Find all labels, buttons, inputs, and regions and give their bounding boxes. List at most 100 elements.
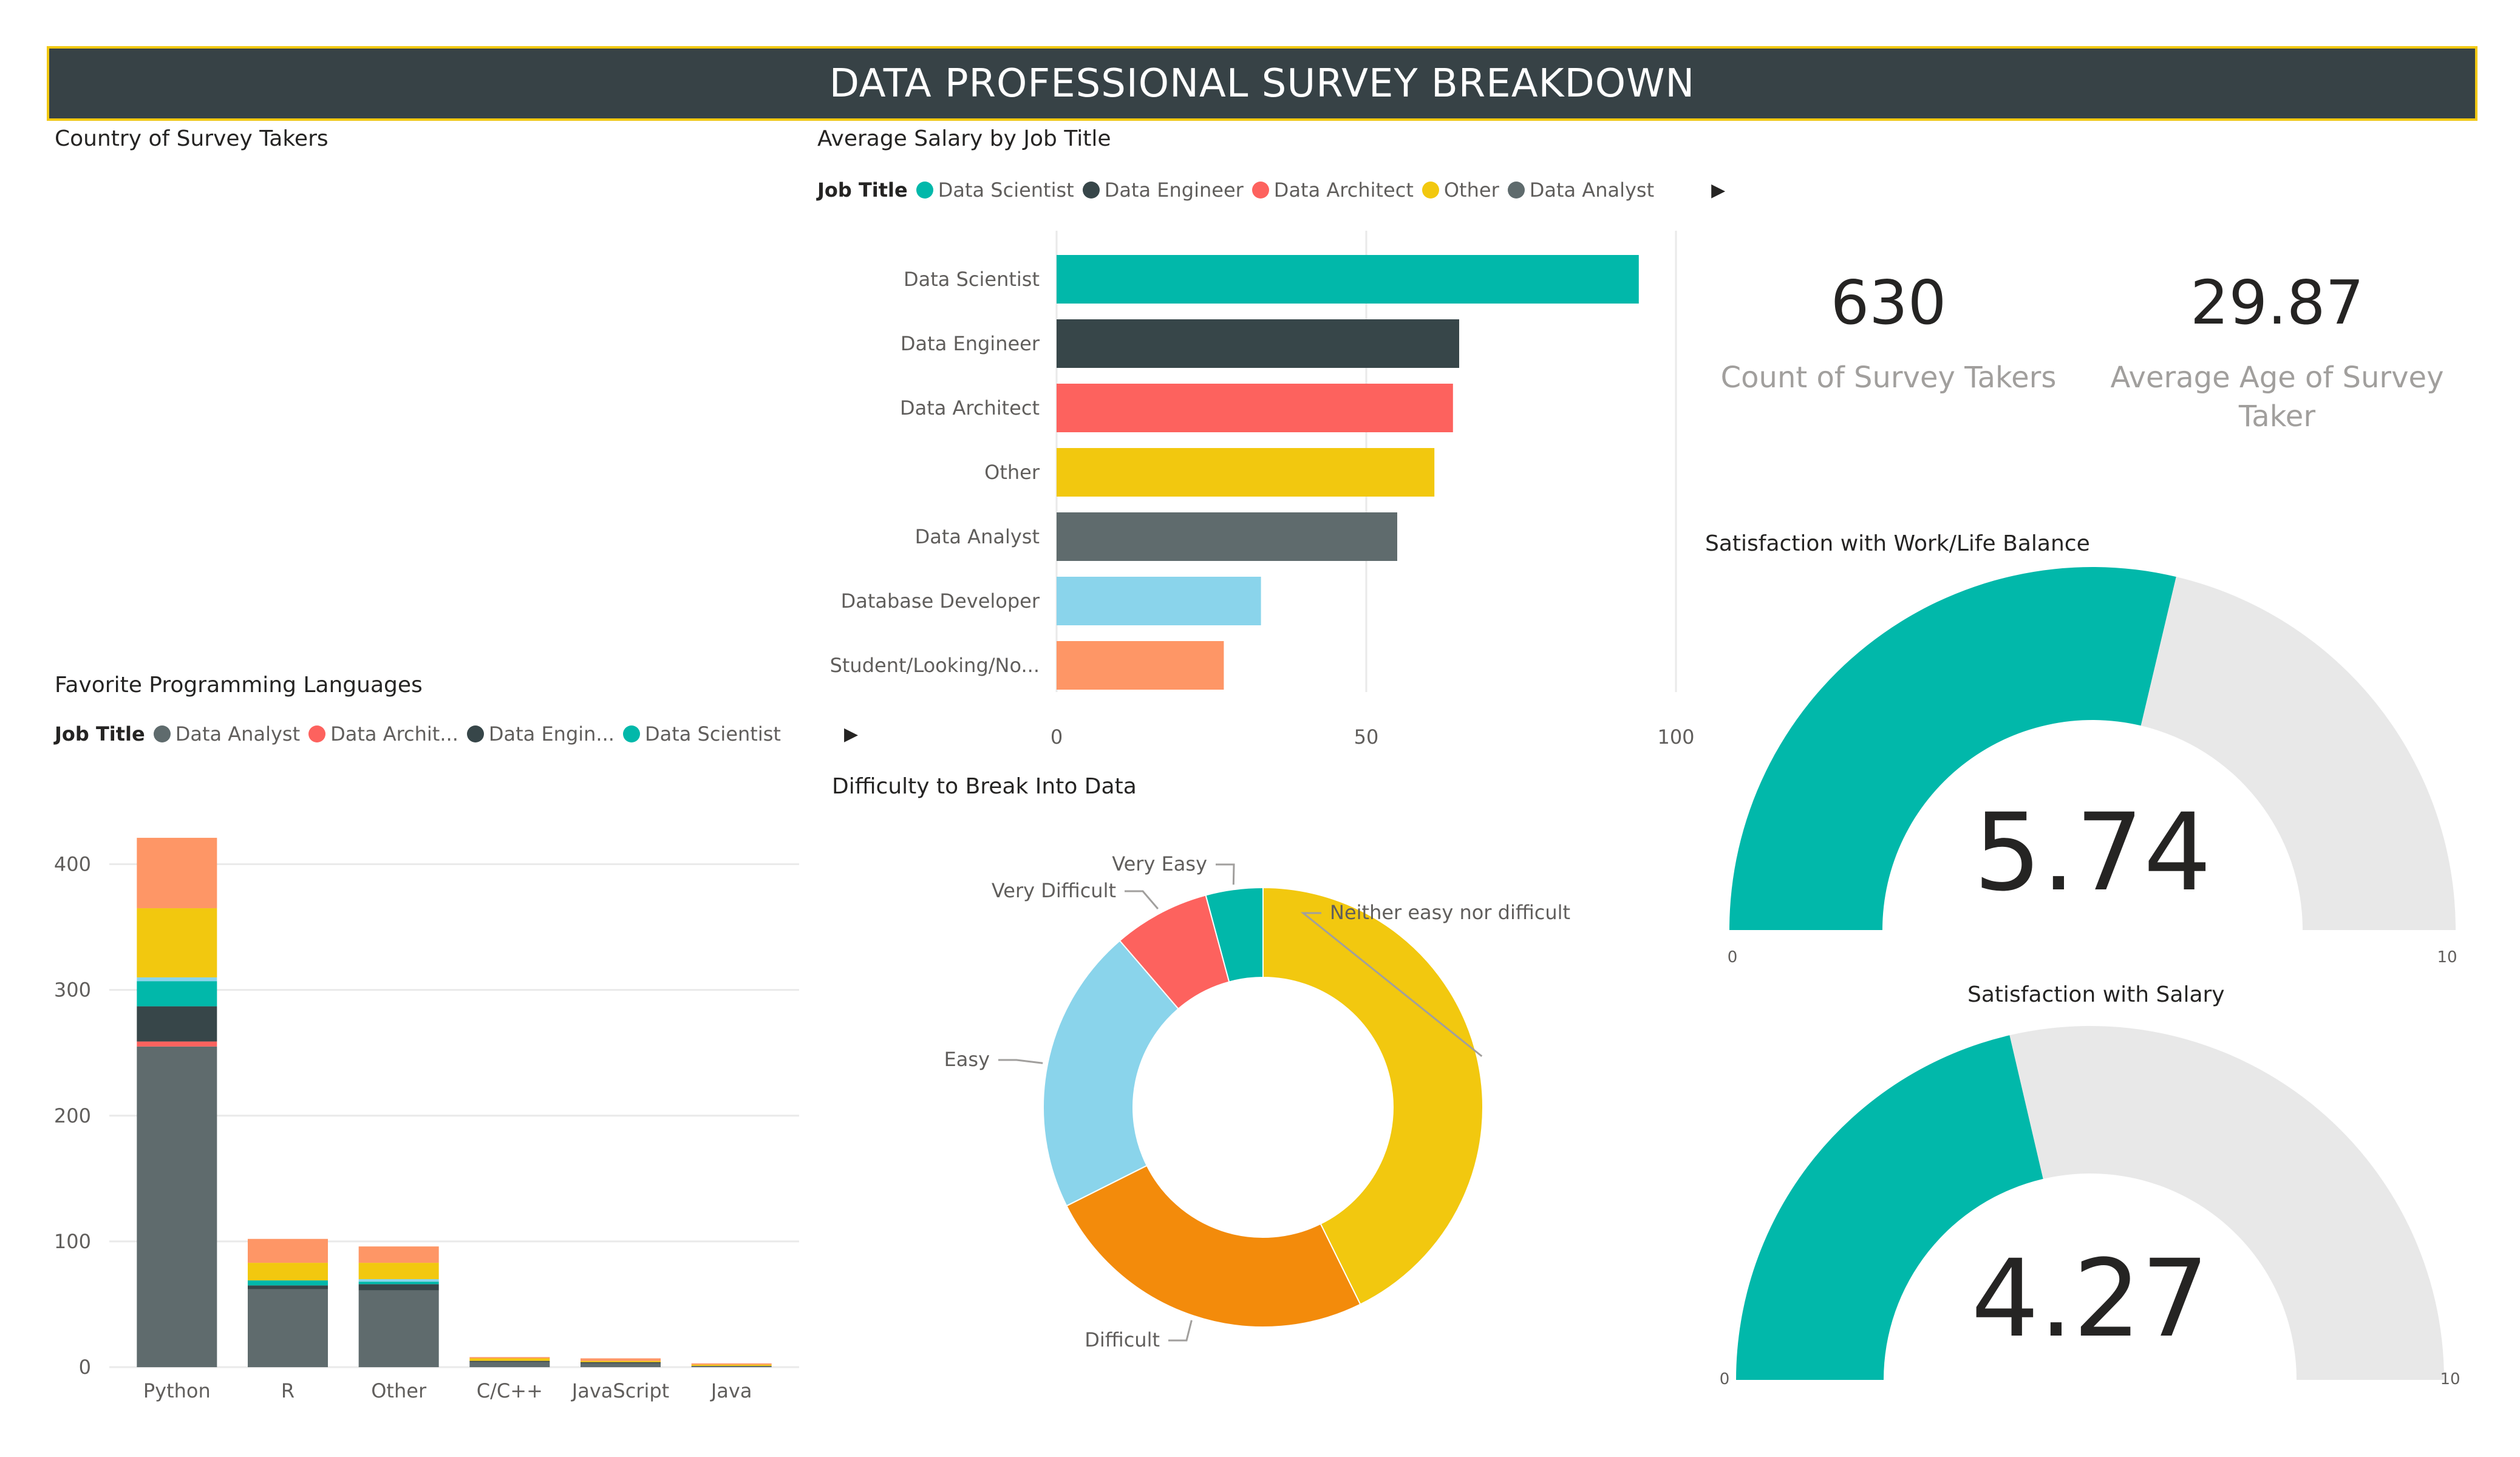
salary-category-label: Database Developer	[841, 589, 1040, 613]
lang-legend-item[interactable]: Data Scientist	[622, 722, 781, 745]
count-card-label: Count of Survey Takers	[1720, 361, 2057, 395]
salary-x-tick-label: 100	[1657, 725, 1694, 749]
lang-bar-segment	[358, 1263, 439, 1280]
gauge-remaining-arc	[2009, 1026, 2444, 1380]
treemap-label-other: Other	[363, 172, 425, 197]
salary-legend-item[interactable]: Other	[1422, 178, 1499, 202]
salary-satisfaction-gauge: 4.27 0 10	[1720, 1026, 2460, 1388]
salary-category-label: Data Scientist	[904, 268, 1040, 291]
gauge-value-arc	[1736, 1035, 2043, 1380]
salary-bar	[1057, 384, 1453, 432]
salary-legend-item[interactable]: Data Analyst	[1507, 178, 1655, 202]
treemap-label-india: India	[65, 421, 119, 446]
lang-bar-segment	[137, 1006, 217, 1042]
lang-chart-title: Favorite Programming Languages	[55, 673, 423, 698]
difficulty-donut-chart: Neither easy nor difficult Difficult Easy V…	[944, 852, 1571, 1351]
salary-legend-label: Data Engineer	[1104, 178, 1244, 202]
lang-bar-segment	[691, 1364, 772, 1366]
donut-leader-line	[1300, 912, 1483, 1058]
treemap-cell-india[interactable]: India	[55, 412, 352, 661]
lang-legend-item[interactable]: Data Engin...	[466, 722, 615, 745]
gauge-value-arc	[1729, 567, 2176, 930]
count-card-value: 630	[1830, 267, 1947, 338]
donut-slice	[1066, 1164, 1361, 1328]
worklife-gauge-title: Satisfaction with Work/Life Balance	[1705, 531, 2090, 556]
salary-bar	[1057, 641, 1224, 690]
salary-gauge-title: Satisfaction with Salary	[1967, 982, 2225, 1007]
gauge-value-label: 4.27	[1971, 1237, 2209, 1361]
treemap-label-united-states: United States	[363, 503, 511, 528]
donut-label: Neither easy nor difficult	[1330, 901, 1570, 924]
worklife-gauge: 5.74 0 10	[1728, 567, 2457, 966]
donut-leader-line	[1125, 890, 1159, 909]
salary-x-tick-label: 50	[1354, 725, 1379, 749]
gauge-remaining-arc	[2140, 577, 2456, 930]
lang-bar-segment	[358, 1290, 439, 1367]
lang-bar-segment	[137, 1046, 217, 1367]
salary-bar	[1057, 448, 1435, 497]
salary-category-label: Data Architect	[900, 396, 1040, 419]
treemap-cell-other[interactable]: Other	[352, 163, 574, 494]
salary-legend-label: Data Architect	[1273, 178, 1414, 202]
lang-bar-segment	[137, 981, 217, 1007]
donut-label: Very Easy	[1112, 852, 1207, 875]
lang-category-label: Python	[143, 1379, 211, 1402]
country-treemap: Canada India Other United Kingdom United…	[55, 163, 800, 661]
lang-bar-segment	[248, 1285, 328, 1289]
treemap-label-united-kingdom: United Kingdom	[585, 172, 760, 197]
lang-bar-segment	[469, 1360, 550, 1362]
donut-label: Easy	[944, 1048, 990, 1071]
salary-legend-item[interactable]: Data Scientist	[916, 178, 1074, 202]
age-card-label-line2: Taker	[2238, 399, 2316, 433]
treemap-cell-united-kingdom[interactable]: United Kingdom	[574, 163, 800, 494]
salary-legend-label: Data Analyst	[1529, 178, 1655, 202]
salary-legend-label: Other	[1443, 178, 1499, 202]
legend-next-arrow-icon[interactable]: ▶	[1711, 179, 1726, 201]
salary-x-tick-label: 0	[1051, 725, 1063, 749]
legend-dot	[1507, 182, 1525, 199]
lang-stacked-bar-chart: 0 100 200 300 400 Python R Other C/C++ JavaScript…	[54, 838, 799, 1402]
donut-leader-line	[998, 1059, 1043, 1064]
salary-category-label: Data Analyst	[915, 525, 1040, 548]
lang-bar-segment	[581, 1358, 661, 1361]
salary-category-label: Other	[984, 461, 1040, 484]
salary-bar	[1057, 577, 1261, 625]
salary-bar	[1057, 319, 1459, 368]
salary-legend-label: Data Scientist	[938, 178, 1074, 202]
lang-category-label: Other	[371, 1379, 427, 1402]
age-card-value: 29.87	[2190, 267, 2365, 338]
report-title: DATA PROFESSIONAL SURVEY BREAKDOWN	[47, 46, 2477, 121]
legend-dot	[1251, 182, 1269, 199]
treemap-label-canada: Canada	[65, 172, 148, 197]
lang-y-tick-label: 300	[54, 979, 91, 1002]
lang-bar-segment	[137, 1041, 217, 1047]
gauge-value-label: 5.74	[1973, 790, 2212, 915]
donut-chart-title: Difficulty to Break Into Data	[832, 774, 1137, 799]
salary-legend-item[interactable]: Data Engineer	[1082, 178, 1244, 202]
salary-legend-item[interactable]: Data Architect	[1251, 178, 1414, 202]
lang-bar-segment	[691, 1363, 772, 1365]
lang-y-tick-label: 0	[79, 1356, 91, 1379]
lang-bar-segment	[248, 1280, 328, 1286]
legend-dot	[466, 725, 484, 742]
legend-next-arrow-icon[interactable]: ▶	[843, 723, 859, 745]
lang-legend-item[interactable]: Data Analyst	[153, 722, 300, 745]
lang-legend-item[interactable]: Data Archit...	[308, 722, 458, 745]
lang-y-tick-label: 100	[54, 1230, 91, 1253]
donut-leader-line	[1216, 863, 1235, 885]
salary-bar	[1057, 512, 1397, 561]
lang-legend-label: Data Archit...	[330, 722, 458, 745]
treemap-cell-united-states[interactable]: United States	[352, 494, 800, 661]
treemap-cell-canada[interactable]: Canada	[55, 163, 352, 412]
donut-leader-line	[1168, 1320, 1193, 1342]
gauge-max-label: 10	[2437, 948, 2457, 966]
lang-bar-segment	[581, 1363, 661, 1367]
legend-dot	[153, 725, 171, 742]
donut-slice	[1205, 886, 1264, 983]
donut-slice	[1043, 940, 1179, 1207]
age-card-label-line1: Average Age of Survey	[2110, 361, 2444, 395]
legend-dot	[622, 725, 640, 742]
lang-bar-segment	[469, 1362, 550, 1367]
lang-bar-segment	[248, 1263, 328, 1281]
salary-chart-title: Average Salary by Job Title	[817, 126, 1111, 151]
